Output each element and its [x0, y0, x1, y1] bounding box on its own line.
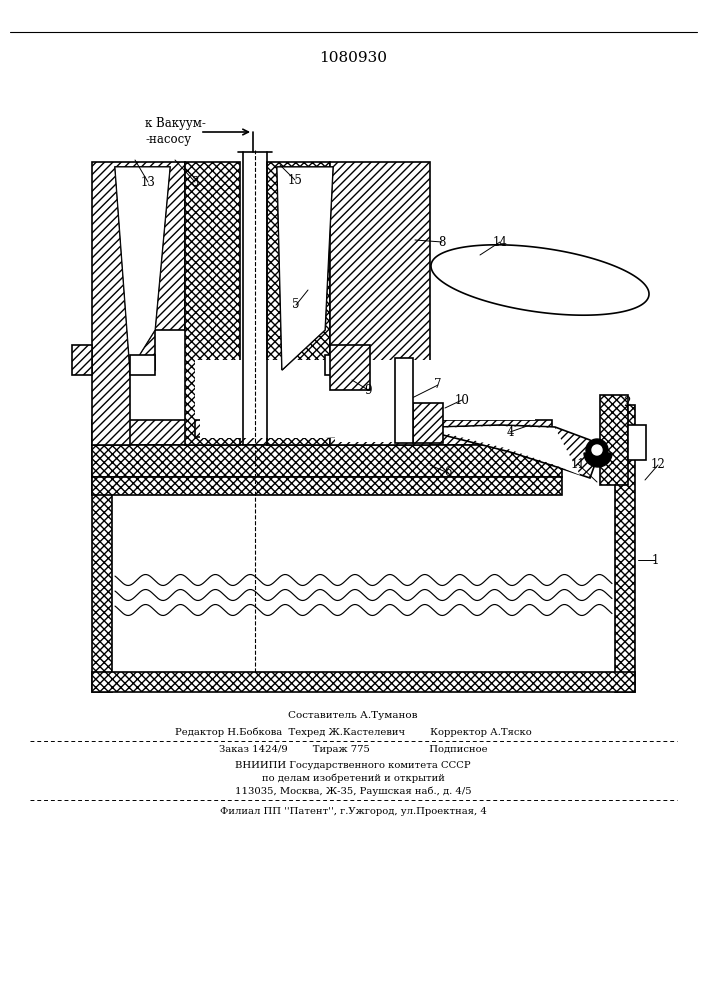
Bar [112, 445, 615, 672]
Text: 1080930: 1080930 [319, 51, 387, 65]
Text: 15: 15 [288, 174, 303, 186]
Text: 113035, Москва, Ж-35, Раушская наб., д. 4/5: 113035, Москва, Ж-35, Раушская наб., д. … [235, 786, 472, 796]
Text: 14: 14 [493, 235, 508, 248]
Text: 1: 1 [651, 554, 659, 566]
Bar [330, 345, 370, 390]
Bar [600, 395, 628, 485]
Bar [395, 358, 413, 443]
Text: Редактор Н.Бобкова  Техред Ж.Кастелевич        Корректор А.Тяско: Редактор Н.Бобкова Техред Ж.Кастелевич К… [175, 727, 532, 737]
Text: 3: 3 [192, 176, 199, 188]
Text: 9: 9 [364, 383, 372, 396]
Text: Заказ 1424/9        Тираж 775                   Подписное: Заказ 1424/9 Тираж 775 Подписное [218, 746, 487, 754]
Bar [185, 162, 240, 445]
Text: 12: 12 [650, 458, 665, 472]
Text: 2: 2 [624, 395, 631, 408]
Polygon shape [431, 245, 649, 315]
Text: Филиал ПП ''Патент'', г.Ужгород, ул.Проектная, 4: Филиал ПП ''Патент'', г.Ужгород, ул.Прое… [220, 808, 486, 816]
Text: 11: 11 [571, 458, 585, 471]
Polygon shape [115, 167, 170, 370]
Text: 4: 4 [506, 426, 514, 438]
Polygon shape [277, 167, 333, 370]
Text: 6: 6 [444, 466, 452, 480]
Polygon shape [72, 345, 92, 375]
Polygon shape [115, 167, 170, 370]
Bar [92, 477, 562, 495]
Text: 13: 13 [141, 176, 156, 188]
Bar [330, 162, 430, 445]
Bar [130, 355, 155, 375]
Wedge shape [584, 453, 612, 467]
Bar [195, 360, 535, 420]
Text: 5: 5 [292, 298, 300, 312]
Bar [92, 445, 562, 477]
Bar [335, 377, 425, 442]
Text: Составитель А.Туманов: Составитель А.Туманов [288, 712, 418, 720]
Bar [628, 425, 646, 460]
Text: -насосу: -насосу [145, 132, 191, 145]
Bar [267, 162, 330, 445]
Text: 8: 8 [438, 235, 445, 248]
Text: 10: 10 [455, 393, 469, 406]
Bar [413, 403, 443, 443]
Bar [615, 405, 635, 692]
Bar [92, 445, 112, 692]
Circle shape [586, 439, 608, 461]
Bar [325, 355, 345, 375]
Circle shape [592, 445, 602, 455]
Polygon shape [92, 162, 185, 445]
Bar [92, 420, 552, 445]
Polygon shape [200, 418, 580, 475]
Polygon shape [195, 420, 600, 478]
Bar [92, 672, 635, 692]
Polygon shape [277, 167, 333, 370]
Text: к Вакуум-: к Вакуум- [145, 116, 206, 129]
Text: 7: 7 [434, 378, 442, 391]
Text: по делам изобретений и открытий: по делам изобретений и открытий [262, 773, 445, 783]
Text: ВНИИПИ Государственного комитета СССР: ВНИИПИ Государственного комитета СССР [235, 760, 471, 770]
